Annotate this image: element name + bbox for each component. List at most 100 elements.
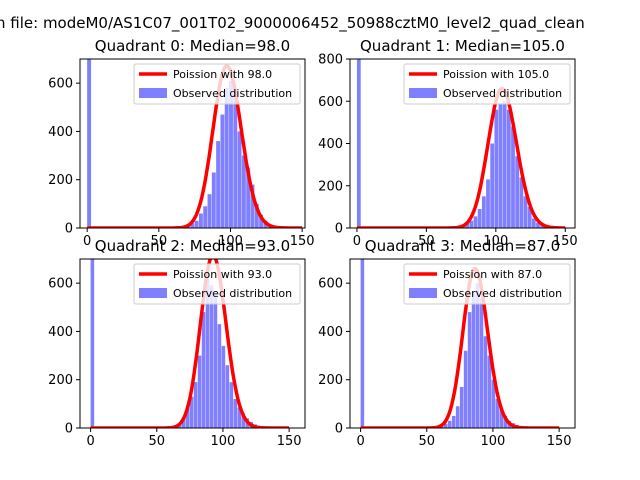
histogram-bar xyxy=(217,324,222,428)
x-tick-label: 50 xyxy=(418,234,435,249)
quadrant-panel-1: 0 50 100 150 0 200 400 600 800 Quadrant 1: Median… xyxy=(318,37,578,249)
quadrant-title: Quadrant 1: Median=105.0 xyxy=(360,37,565,55)
legend-box xyxy=(403,63,571,105)
histogram-bar xyxy=(491,379,496,428)
legend-box xyxy=(133,263,301,305)
legend-label: Poission with 105.0 xyxy=(443,68,549,81)
histogram-bar xyxy=(531,218,536,228)
histogram-bar xyxy=(465,223,470,228)
histogram-bar xyxy=(519,177,524,228)
legend-label: Observed distribution xyxy=(443,87,562,100)
histogram-bar xyxy=(443,423,448,428)
histogram-bar xyxy=(523,196,528,228)
y-tick-label: 400 xyxy=(318,137,343,152)
quadrant-panel-0: 0 50 100 150 0 200 400 600 Quadrant 0: Median=98… xyxy=(48,37,314,249)
quadrant-title: Quadrant 2: Median=93.0 xyxy=(95,237,290,255)
histogram-bar xyxy=(194,220,199,228)
legend-label: Poission with 93.0 xyxy=(173,268,272,281)
y-tick-label: 800 xyxy=(318,53,343,68)
histogram-bar xyxy=(254,203,259,228)
histogram-bar xyxy=(189,396,194,428)
histogram-bar xyxy=(241,413,246,428)
x-tick-label: 100 xyxy=(481,434,506,449)
histogram-bar xyxy=(487,355,492,428)
histogram-bar xyxy=(483,336,488,428)
x-tick-label: 150 xyxy=(547,434,572,449)
histogram-bar xyxy=(495,399,500,428)
histogram-bar xyxy=(216,141,221,228)
x-tick-label: 150 xyxy=(290,234,315,249)
histogram-bar xyxy=(477,208,482,228)
histogram-bar xyxy=(447,420,452,428)
x-tick-label: 50 xyxy=(151,234,168,249)
y-tick-label: 600 xyxy=(48,77,73,92)
x-tick-label: 0 xyxy=(86,434,94,449)
histogram-bar xyxy=(479,297,484,428)
y-tick-label: 400 xyxy=(318,325,343,340)
histogram-bar xyxy=(201,312,206,428)
histogram-bar xyxy=(540,225,545,228)
legend-label: Poission with 98.0 xyxy=(173,68,272,81)
histogram-bar xyxy=(503,415,508,428)
histogram-bar xyxy=(87,59,92,228)
x-tick-label: 150 xyxy=(277,434,302,449)
x-tick-label: 150 xyxy=(553,234,578,249)
histogram-bar xyxy=(506,109,511,228)
histogram-bar xyxy=(527,206,532,228)
y-tick-label: 200 xyxy=(318,179,343,194)
histogram-bar xyxy=(473,216,478,228)
x-tick-label: 0 xyxy=(353,234,361,249)
axes-frame xyxy=(79,58,306,229)
legend-box xyxy=(403,263,571,305)
x-tick-label: 100 xyxy=(483,234,508,249)
histogram-bar xyxy=(237,131,242,228)
x-tick-label: 50 xyxy=(148,434,165,449)
axes-frame xyxy=(349,258,576,429)
histogram-bar xyxy=(486,179,490,228)
histogram-bar xyxy=(205,271,210,428)
legend-box xyxy=(133,63,301,105)
histogram-bar xyxy=(233,92,238,228)
histogram-bar xyxy=(197,355,202,428)
plot-area xyxy=(90,259,290,428)
histogram-bar xyxy=(511,126,515,228)
histogram-bar xyxy=(463,350,468,428)
histogram-bar xyxy=(211,172,216,228)
y-tick-label: 600 xyxy=(318,277,343,292)
y-tick-label: 0 xyxy=(335,222,343,237)
histogram-bar xyxy=(499,408,504,428)
plot-area xyxy=(86,59,303,228)
histogram-bar xyxy=(246,167,251,228)
histogram-bar xyxy=(536,222,540,228)
x-tick-label: 0 xyxy=(356,434,364,449)
histogram-bar xyxy=(451,415,456,428)
histogram-bar xyxy=(229,382,234,428)
figure-suptitle: n file: modeM0/AS1C07_001T02_9000006452_… xyxy=(0,14,585,33)
histogram-bar xyxy=(481,196,486,228)
poisson-curve xyxy=(86,64,303,228)
histogram-bar xyxy=(475,283,480,428)
y-tick-label: 600 xyxy=(48,277,73,292)
y-tick-label: 600 xyxy=(318,95,343,110)
quadrant-panel-3: 0 50 100 150 0 200 400 600 Quadrant 3: Median=87… xyxy=(318,237,576,449)
histogram-bar xyxy=(455,406,460,428)
y-tick-label: 200 xyxy=(318,373,343,388)
y-tick-label: 0 xyxy=(65,222,73,237)
legend-bar-swatch xyxy=(139,288,167,298)
histogram-bar xyxy=(233,399,238,428)
histogram-bar xyxy=(193,382,198,428)
y-tick-label: 200 xyxy=(48,173,73,188)
legend-label: Observed distribution xyxy=(173,87,292,100)
histogram-bar xyxy=(471,292,476,428)
legend-bar-swatch xyxy=(409,288,437,298)
histogram-bar xyxy=(459,386,464,428)
histogram-bar xyxy=(259,214,264,228)
histogram-bar xyxy=(220,114,225,228)
histogram-bar xyxy=(498,103,503,228)
legend-label: Observed distribution xyxy=(443,287,562,300)
histogram-bar xyxy=(224,87,229,228)
histogram-bar xyxy=(185,407,190,428)
histogram-bar xyxy=(356,59,361,228)
histogram-bar xyxy=(203,206,208,228)
